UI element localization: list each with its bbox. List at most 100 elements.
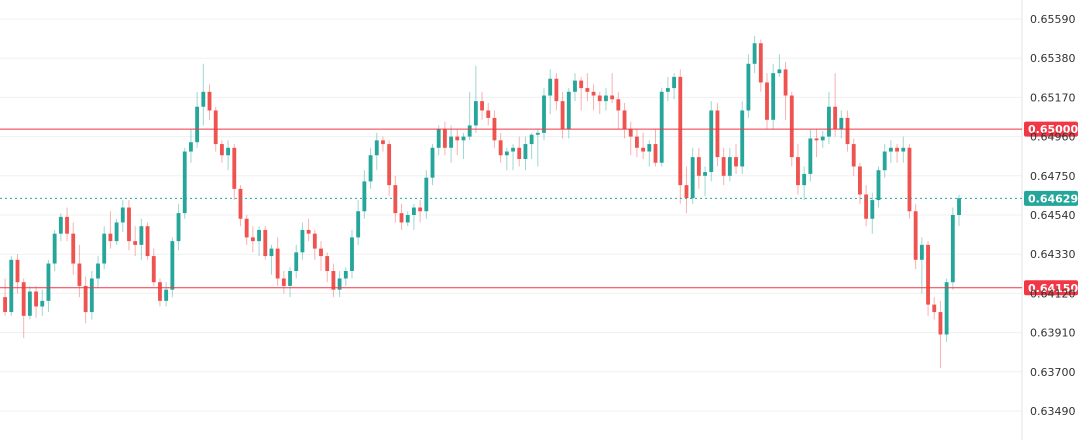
- candle-body-up: [40, 300, 45, 307]
- candle-body-up: [709, 110, 714, 173]
- candle-body-up: [703, 172, 707, 176]
- candle-body-down: [486, 110, 491, 118]
- candle-body-down: [678, 76, 683, 186]
- candle-body-down: [232, 147, 237, 189]
- candle-body-up: [659, 91, 664, 163]
- candle-body-up: [542, 95, 546, 133]
- candle-body-down: [857, 166, 862, 195]
- candle-body-up: [102, 233, 107, 264]
- price-axis: 0.65590 0.65380 0.65170 0.64960 0.64750 0.645…: [1030, 13, 1076, 418]
- level-price-tag: [1024, 121, 1078, 137]
- candle-body-up: [808, 138, 813, 174]
- candle-body-up: [300, 229, 305, 253]
- candle-body-down: [554, 78, 559, 102]
- candle-body-down: [783, 69, 788, 96]
- candle-body-down: [498, 140, 503, 156]
- candle-body-down: [71, 233, 76, 264]
- candle-body-up: [257, 229, 261, 242]
- candle-body-up: [449, 136, 454, 148]
- candle-body-up: [839, 117, 844, 130]
- candle-body-down: [610, 95, 615, 100]
- candle-body-down: [591, 91, 596, 96]
- candle-body-up: [752, 43, 757, 64]
- y-tick-label: 0.65380: [1030, 52, 1076, 65]
- candle-body-up: [96, 263, 100, 279]
- candle-body-down: [442, 129, 447, 148]
- candle-body-up: [89, 278, 94, 313]
- candle-body-up: [430, 147, 435, 178]
- candle-body-down: [895, 147, 899, 152]
- candle-body-up: [888, 147, 893, 152]
- candle-body-down: [913, 211, 918, 260]
- y-tick-label: 0.63700: [1030, 366, 1076, 379]
- y-tick-label: 0.64330: [1030, 248, 1076, 261]
- candle-body-up: [950, 215, 955, 283]
- level-price-tag: [1024, 280, 1078, 296]
- candle-body-up: [523, 144, 528, 159]
- candle-body-down: [814, 138, 819, 141]
- candle-body-up: [727, 157, 732, 176]
- candle-body-down: [418, 207, 423, 212]
- grid-lines: [0, 18, 1022, 412]
- candle-body-down: [938, 312, 943, 335]
- candle-body-down: [34, 291, 38, 307]
- candle-body-up: [368, 155, 373, 182]
- candle-body-down: [250, 237, 255, 242]
- candle-body-up: [870, 200, 875, 219]
- candle-body-down: [517, 147, 522, 159]
- candle-body-down: [108, 233, 113, 242]
- candle-body-up: [114, 222, 119, 242]
- candle-body-up: [176, 213, 181, 242]
- candle-body-up: [566, 91, 571, 130]
- candle-body-up: [467, 125, 472, 137]
- candle-body-up: [827, 106, 831, 137]
- candle-body-down: [833, 106, 838, 130]
- current-price-label: 0.64629: [1028, 192, 1078, 205]
- candle-body-up: [405, 215, 410, 223]
- candle-body-down: [145, 226, 150, 257]
- candle-body-down: [151, 256, 156, 283]
- candle-body-up: [182, 151, 187, 214]
- candle-body-down: [387, 144, 392, 186]
- candle-body-up: [604, 95, 608, 102]
- candle-body-down: [926, 244, 930, 305]
- candle-body-down: [244, 218, 249, 238]
- candle-body-up: [511, 147, 515, 152]
- candle-body-up: [195, 106, 200, 143]
- candle-body-up: [690, 157, 695, 199]
- y-tick-label: 0.64120: [1030, 287, 1076, 300]
- candle-body-down: [597, 95, 602, 102]
- candle-body-up: [901, 147, 906, 152]
- candle-body-down: [399, 213, 404, 223]
- candle-body-up: [269, 248, 274, 257]
- candle-body-down: [851, 144, 856, 167]
- candle-body-up: [882, 151, 887, 171]
- candle-body-up: [876, 170, 881, 201]
- candle-body-down: [622, 110, 627, 130]
- candle-body-down: [758, 43, 763, 83]
- candle-body-up: [58, 216, 63, 234]
- candle-body-down: [907, 147, 912, 212]
- candle-body-down: [393, 185, 398, 214]
- candle-body-up: [356, 211, 361, 238]
- candle-body-up: [374, 140, 379, 156]
- candle-body-down: [721, 157, 726, 176]
- y-tick-label: 0.65590: [1030, 13, 1076, 26]
- candle-body-down: [15, 259, 20, 283]
- candle-body-down: [796, 157, 800, 186]
- candle-body-up: [343, 271, 348, 279]
- candle-body-up: [461, 136, 466, 141]
- candle-body-up: [27, 291, 32, 316]
- candle-body-down: [560, 101, 565, 130]
- candle-body-down: [312, 233, 317, 249]
- y-tick-label: 0.65170: [1030, 91, 1076, 104]
- candle-body-down: [480, 101, 484, 111]
- candle-body-down: [932, 304, 937, 313]
- candle-body-up: [535, 132, 540, 135]
- candle-body-up: [436, 129, 441, 148]
- candle-body-up: [424, 177, 429, 212]
- candle-body-down: [77, 263, 82, 286]
- candle-body-up: [473, 101, 478, 126]
- current-price-tag: [1024, 190, 1078, 206]
- candle-body-down: [158, 282, 162, 301]
